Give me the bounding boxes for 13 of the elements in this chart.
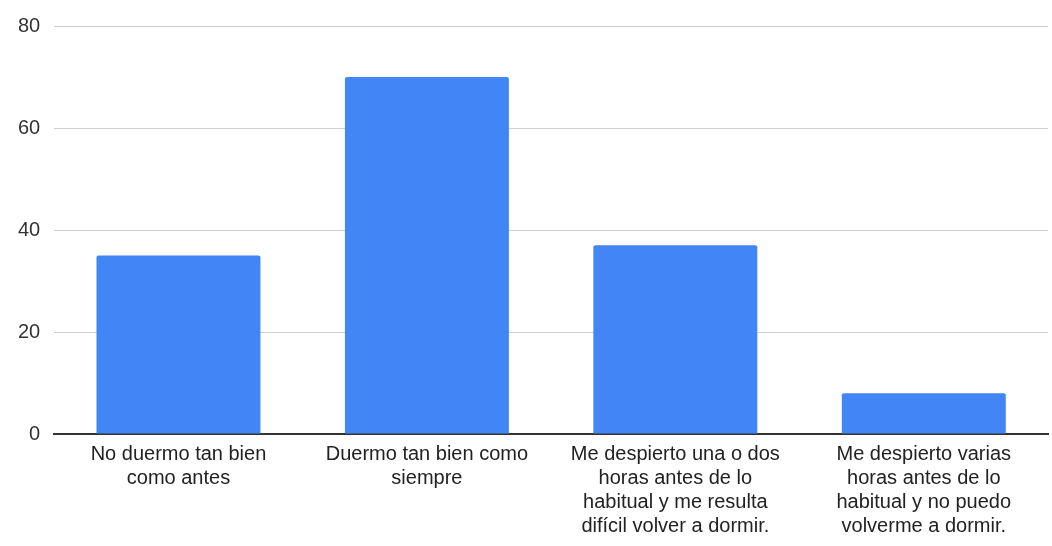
x-tick-label: Duermo tan bien como siempre: [325, 441, 529, 488]
bar: [593, 245, 758, 434]
bar: [96, 255, 261, 434]
y-tick-label: 40: [18, 217, 41, 240]
bar: [841, 393, 1006, 434]
y-tick-label: 80: [18, 13, 41, 36]
y-tick-label: 20: [18, 319, 41, 342]
y-tick-label: 0: [29, 421, 41, 444]
x-tick-label: Me despierto una o dos horas antes de lo habitual y me resulta difícil volver a dormir.: [570, 441, 780, 536]
x-tick-label: Me despierto varias horas antes de lo habitual y no puedo volverme a dormir.: [836, 441, 1012, 536]
bar: [344, 77, 509, 434]
x-tick-label: No duermo tan bien como antes: [90, 441, 267, 488]
y-tick-label: 60: [18, 115, 41, 138]
